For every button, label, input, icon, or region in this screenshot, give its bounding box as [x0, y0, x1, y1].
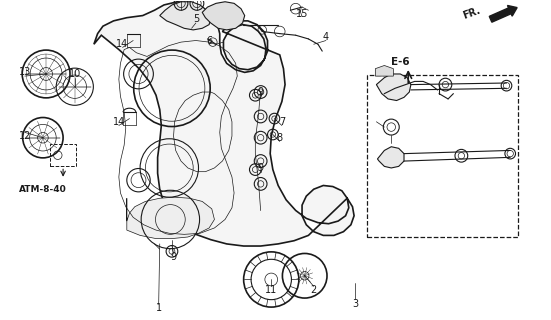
FancyBboxPatch shape: [367, 75, 518, 237]
Polygon shape: [376, 74, 411, 100]
Text: 2: 2: [311, 285, 317, 295]
Polygon shape: [94, 2, 354, 246]
Polygon shape: [127, 197, 214, 239]
Polygon shape: [375, 66, 393, 76]
Text: 9: 9: [170, 252, 177, 262]
Text: 15: 15: [296, 9, 308, 19]
Text: FR.: FR.: [462, 5, 482, 21]
Text: 1: 1: [155, 303, 162, 313]
Polygon shape: [160, 2, 210, 30]
Text: 9: 9: [257, 163, 264, 173]
Text: 6: 6: [206, 36, 212, 45]
Text: 5: 5: [193, 14, 199, 24]
Polygon shape: [202, 2, 245, 30]
Text: E-6: E-6: [391, 57, 409, 67]
Text: 14: 14: [116, 39, 129, 49]
Text: ATM-8-40: ATM-8-40: [19, 185, 67, 194]
Polygon shape: [377, 147, 404, 168]
Text: 7: 7: [279, 117, 285, 127]
Text: 14: 14: [113, 117, 125, 127]
Text: 12: 12: [19, 131, 31, 141]
Text: 13: 13: [19, 68, 31, 77]
Text: 9: 9: [257, 87, 264, 97]
Text: 8: 8: [277, 133, 283, 143]
FancyArrow shape: [489, 5, 517, 22]
Text: 10: 10: [69, 69, 81, 79]
Text: 11: 11: [265, 285, 277, 295]
Text: 4: 4: [323, 32, 329, 42]
Text: 3: 3: [352, 300, 358, 309]
